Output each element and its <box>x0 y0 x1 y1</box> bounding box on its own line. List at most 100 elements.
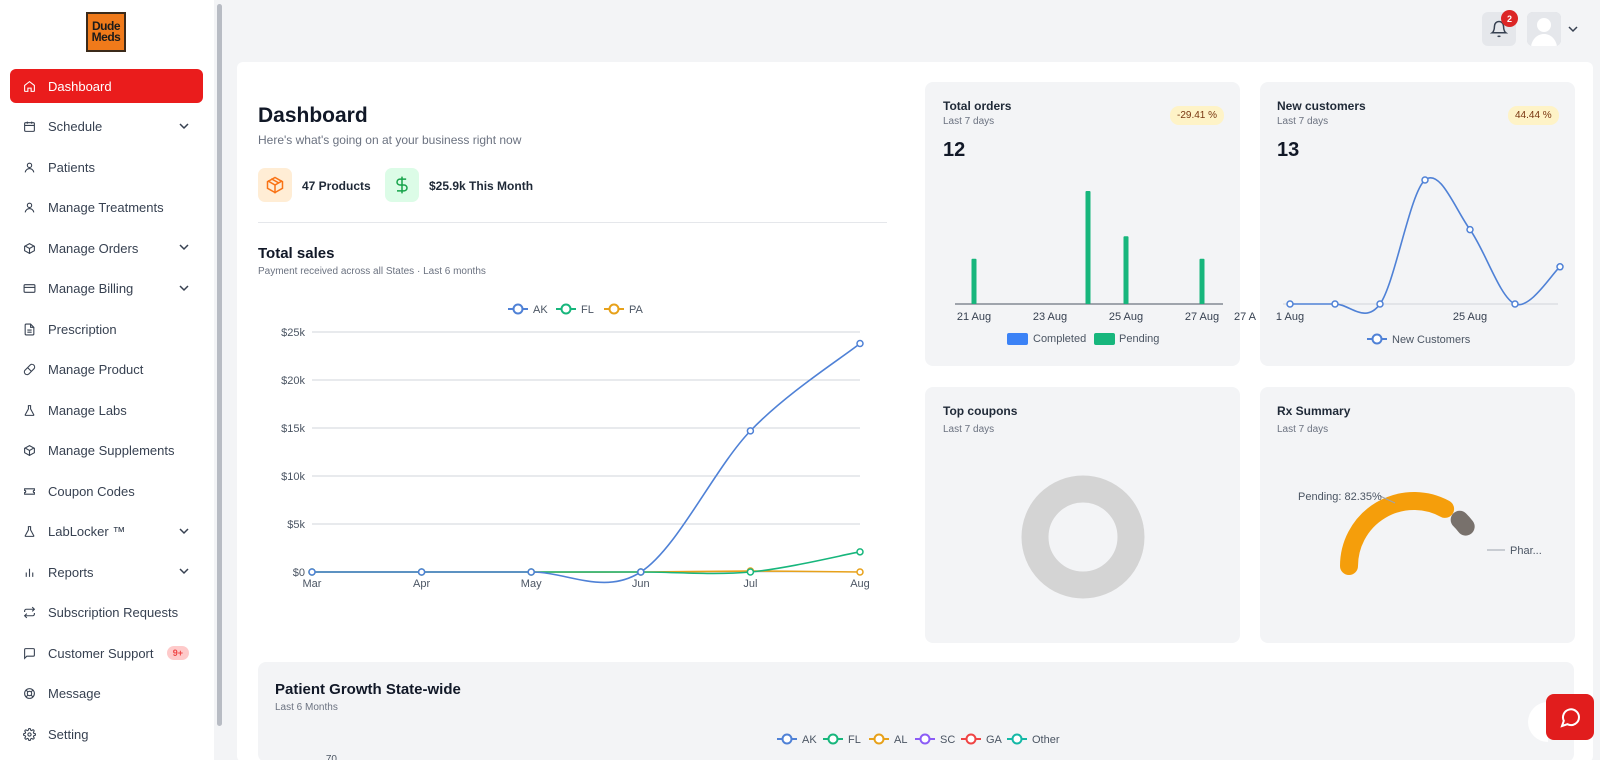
total-orders-value: 12 <box>943 139 966 161</box>
bar-pending <box>1085 191 1091 304</box>
sidebar-item-label: Customer Support <box>48 645 154 661</box>
sidebar-item-lablocker[interactable]: LabLocker ™ <box>10 515 203 549</box>
sidebar-item-label: Dashboard <box>48 78 112 94</box>
revenue-stat-label: $25.9k This Month <box>429 179 534 193</box>
sidebar-item-manage-product[interactable]: Manage Product <box>10 353 203 387</box>
sidebar-nav: Dashboard Schedule Patients Manage Treatmen… <box>10 69 203 758</box>
page-subtitle: Here's what's going on at your business … <box>258 133 522 147</box>
total-sales-title: Total sales <box>258 245 335 262</box>
total-orders-pct-badge: -29.41 % <box>1170 106 1225 125</box>
sidebar-item-manage-billing[interactable]: Manage Billing <box>10 272 203 306</box>
user-icon <box>22 201 36 215</box>
x-tick-label: 1 Aug <box>1276 311 1304 323</box>
repeat-icon <box>22 606 36 620</box>
sidebar-item-reports[interactable]: Reports <box>10 555 203 589</box>
sidebar-item-coupon-codes[interactable]: Coupon Codes <box>10 474 203 508</box>
sidebar-item-manage-labs[interactable]: Manage Labs <box>10 393 203 427</box>
logo[interactable]: Dude Meds <box>86 12 126 52</box>
x-tick-label: 23 Aug <box>1033 311 1067 323</box>
divider <box>258 222 887 223</box>
series-line-AK <box>311 342 861 584</box>
gauge-other-arc <box>1450 510 1475 536</box>
sidebar-item-label: LabLocker ™ <box>48 524 126 539</box>
page-title: Dashboard <box>258 104 368 127</box>
bar-chart-icon <box>22 565 36 579</box>
sidebar-item-subscription-requests[interactable]: Subscription Requests <box>10 596 203 630</box>
bar-pending <box>971 258 977 304</box>
x-tick-label: Apr <box>413 578 430 590</box>
legend-label: PA <box>629 304 644 316</box>
flask-icon <box>22 525 36 539</box>
x-tick-label: Jun <box>632 578 650 590</box>
chat-bubble-icon <box>1560 708 1581 728</box>
top-coupons-sub: Last 7 days <box>943 424 995 435</box>
data-point <box>746 568 755 576</box>
sidebar-item-patients[interactable]: Patients <box>10 150 203 184</box>
new-customers-title: New customers <box>1277 99 1366 113</box>
data-point <box>1466 225 1474 234</box>
patient-growth-title: Patient Growth State-wide <box>275 681 461 698</box>
legend-swatch-completed <box>1007 333 1028 345</box>
sidebar-scrollbar[interactable] <box>217 4 222 726</box>
chevron-down-icon <box>179 122 189 129</box>
sidebar-item-label: Manage Treatments <box>48 200 164 215</box>
sidebar-item-manage-treatments[interactable]: Manage Treatments <box>10 191 203 225</box>
gauge-other-label: Phar... <box>1510 545 1542 557</box>
legend-marker <box>873 733 885 745</box>
chat-drag-handle[interactable] <box>1528 702 1548 742</box>
sidebar-item-label: Schedule <box>48 119 103 134</box>
revenue-stat-icon <box>385 168 419 202</box>
ticket-icon <box>22 484 36 498</box>
data-point <box>746 427 755 435</box>
sidebar-item-label: Reports <box>48 564 94 580</box>
avatar[interactable] <box>1527 12 1561 46</box>
x-tick-label: 27 A <box>1234 311 1257 323</box>
legend-marker <box>827 733 839 745</box>
rx-summary-sub: Last 7 days <box>1277 424 1329 435</box>
x-tick-label: 27 Aug <box>1185 311 1219 323</box>
top-coupons-title: Top coupons <box>943 404 1018 418</box>
sidebar-item-manage-orders[interactable]: Manage Orders <box>10 231 203 265</box>
x-tick-label: 21 Aug <box>957 311 991 323</box>
y-tick-label: 70 <box>326 754 338 760</box>
bar-pending <box>1199 258 1205 304</box>
legend-label: Other <box>1032 734 1060 746</box>
legend-label: Completed <box>1033 333 1086 345</box>
sidebar-item-setting[interactable]: Setting <box>10 717 203 751</box>
sidebar-item-message[interactable]: Message <box>10 677 203 711</box>
series-line-new-customers <box>1289 177 1561 314</box>
products-stat-label: 47 Products <box>302 179 371 193</box>
total-orders-card <box>925 82 1240 366</box>
sidebar-item-label: Message <box>48 686 101 701</box>
gear-icon <box>22 727 36 741</box>
sidebar-item-manage-supplements[interactable]: Manage Supplements <box>10 434 203 468</box>
data-point <box>308 568 316 576</box>
y-tick-label: $0 <box>293 567 305 579</box>
gauge-pending-label: Pending: 82.35% <box>1298 491 1382 503</box>
chat-button[interactable] <box>1546 694 1594 740</box>
legend-label: SC <box>940 734 955 746</box>
sidebar-item-label: Coupon Codes <box>48 483 135 499</box>
user-avatar-icon <box>1527 12 1561 46</box>
sidebar-item-prescription[interactable]: Prescription <box>10 312 203 346</box>
legend-marker <box>781 733 793 745</box>
dollar-icon <box>396 176 408 194</box>
sidebar: Dude Meds Dashboard Schedule Patients Manag… <box>0 0 214 760</box>
legend-marker <box>608 303 620 315</box>
data-point <box>1376 300 1384 308</box>
flask-icon <box>22 403 36 417</box>
gauge-pending-arc <box>1340 492 1455 575</box>
legend-swatch-pending <box>1094 333 1115 345</box>
chevron-down-icon[interactable] <box>1568 24 1578 34</box>
leader-line <box>1379 495 1396 504</box>
sidebar-item-label: Setting <box>48 726 89 742</box>
sidebar-item-dashboard[interactable]: Dashboard <box>10 69 203 103</box>
legend-label: FL <box>581 304 594 316</box>
y-tick-label: $25k <box>281 327 305 339</box>
sidebar-item-schedule[interactable]: Schedule <box>10 110 203 144</box>
legend-marker <box>965 733 977 745</box>
total-orders-sub: Last 7 days <box>943 116 995 127</box>
sidebar-item-customer-support[interactable]: Customer Support 9+ <box>10 636 203 670</box>
sidebar-item-label: Manage Supplements <box>48 443 175 458</box>
new-customers-pct-badge: 44.44 % <box>1508 106 1559 125</box>
